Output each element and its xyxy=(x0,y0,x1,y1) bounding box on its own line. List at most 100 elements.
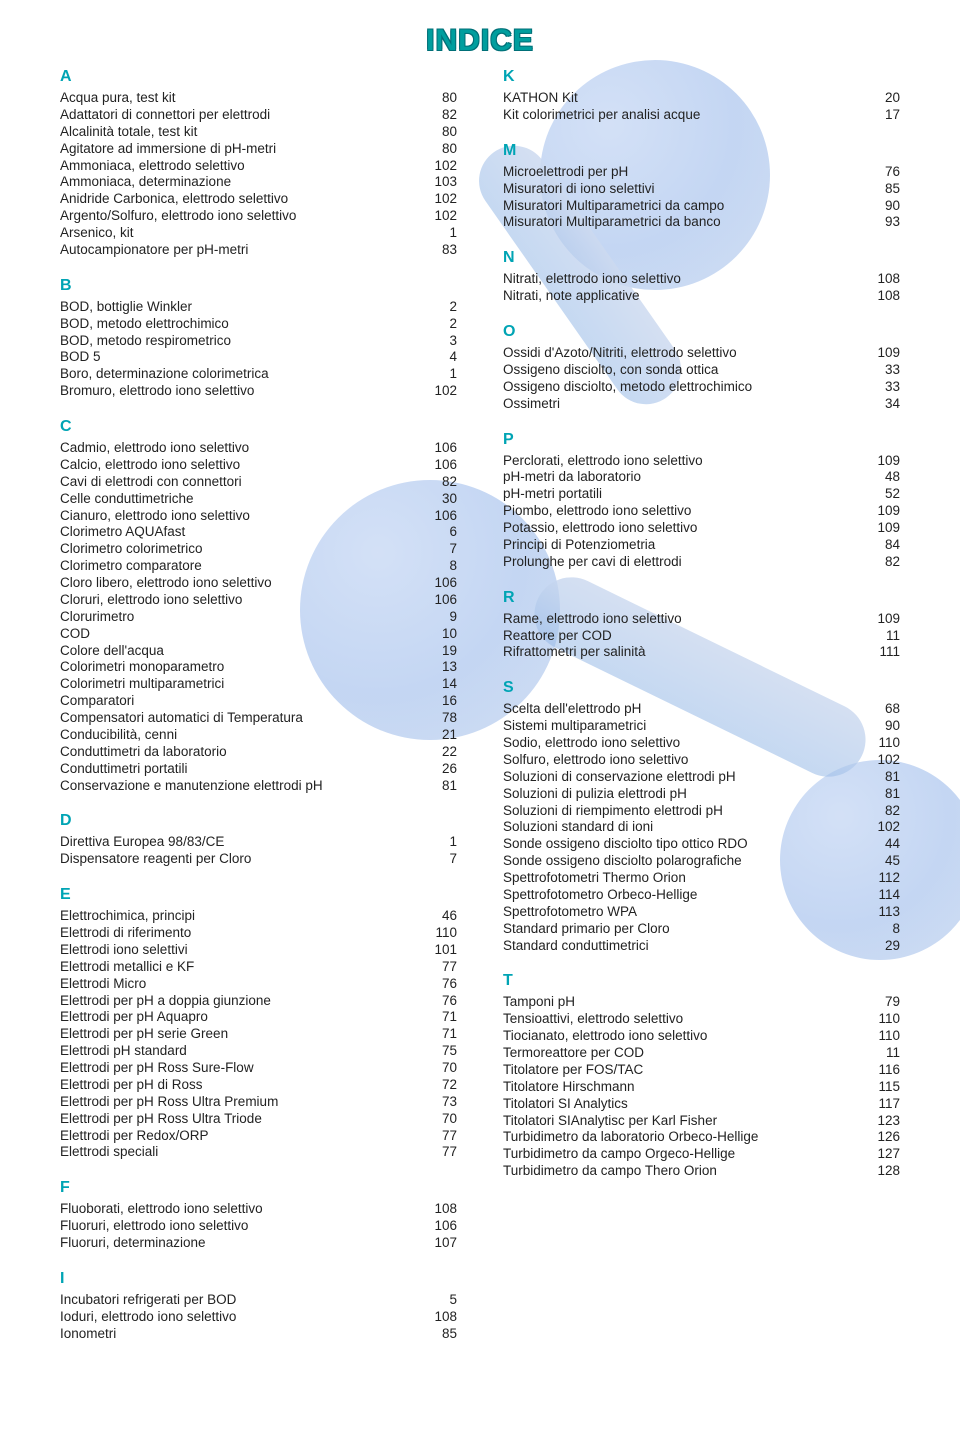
index-entry: Comparatori16 xyxy=(60,693,457,710)
entry-page: 17 xyxy=(866,107,900,124)
index-entry: Titolatori SI Analytics 117 xyxy=(503,1096,900,1113)
index-entry: COD10 xyxy=(60,626,457,643)
section-letter: S xyxy=(503,679,900,697)
entry-page: 75 xyxy=(423,1043,457,1060)
index-entry: Microelettrodi per pH76 xyxy=(503,164,900,181)
entry-label: Titolatori SIAnalytisc per Karl Fisher xyxy=(503,1113,858,1130)
index-entry: Elettrodi Micro76 xyxy=(60,976,457,993)
index-entry: Cavi di elettrodi con connettori82 xyxy=(60,474,457,491)
entry-page: 1 xyxy=(423,225,457,242)
index-section: BBOD, bottiglie Winkler2BOD, metodo elet… xyxy=(60,277,457,400)
entry-page: 33 xyxy=(866,379,900,396)
entry-label: Bromuro, elettrodo iono selettivo xyxy=(60,383,415,400)
entry-page: 82 xyxy=(866,554,900,571)
entry-label: Tamponi pH xyxy=(503,994,858,1011)
entry-page: 106 xyxy=(423,1218,457,1235)
entry-page: 77 xyxy=(423,1128,457,1145)
index-entry: Boro, determinazione colorimetrica1 xyxy=(60,366,457,383)
index-entry: Soluzioni di riempimento elettrodi pH82 xyxy=(503,803,900,820)
index-entry: Adattatori di connettori per elettrodi82 xyxy=(60,107,457,124)
index-entry: Prolunghe per cavi di elettrodi82 xyxy=(503,554,900,571)
index-section: SScelta dell'elettrodo pH68Sistemi multi… xyxy=(503,679,900,954)
entry-label: Elettrodi per pH Ross Sure-Flow xyxy=(60,1060,415,1077)
entry-page: 90 xyxy=(866,198,900,215)
entry-label: Alcalinità totale, test kit xyxy=(60,124,415,141)
index-entry: Clorurimetro 9 xyxy=(60,609,457,626)
index-entry: Misuratori Multiparametrici da banco93 xyxy=(503,214,900,231)
entry-page: 9 xyxy=(423,609,457,626)
index-entry: Fluoruri, elettrodo iono selettivo106 xyxy=(60,1218,457,1235)
entry-page: 80 xyxy=(423,124,457,141)
index-entry: Elettrodi per Redox/ORP77 xyxy=(60,1128,457,1145)
index-entry: Cianuro, elettrodo iono selettivo106 xyxy=(60,508,457,525)
index-entry: Elettrodi per pH Ross Ultra Premium73 xyxy=(60,1094,457,1111)
index-entry: Conduttimetri portatili26 xyxy=(60,761,457,778)
entry-page: 76 xyxy=(423,976,457,993)
entry-label: Elettrodi pH standard xyxy=(60,1043,415,1060)
index-entry: Colore dell'acqua19 xyxy=(60,643,457,660)
entry-label: Celle conduttimetriche xyxy=(60,491,415,508)
entry-label: Rame, elettrodo iono selettivo xyxy=(503,611,858,628)
index-entry: Elettrodi di riferimento110 xyxy=(60,925,457,942)
entry-page: 106 xyxy=(423,508,457,525)
entry-page: 106 xyxy=(423,440,457,457)
index-entry: Spettrofotometri Thermo Orion112 xyxy=(503,870,900,887)
entry-label: Soluzioni di conservazione elettrodi pH xyxy=(503,769,858,786)
entry-page: 110 xyxy=(866,735,900,752)
index-entry: Ammoniaca, elettrodo selettivo102 xyxy=(60,158,457,175)
entry-label: Soluzioni standard di ioni xyxy=(503,819,858,836)
index-entry: Fluoruri, determinazione107 xyxy=(60,1235,457,1252)
entry-page: 8 xyxy=(866,921,900,938)
section-letter: T xyxy=(503,972,900,990)
index-section: CCadmio, elettrodo iono selettivo106Calc… xyxy=(60,418,457,794)
index-entry: Turbidimetro da laboratorio Orbeco-Helli… xyxy=(503,1129,900,1146)
index-entry: Termoreattore per COD11 xyxy=(503,1045,900,1062)
section-letter: C xyxy=(60,418,457,436)
entry-page: 2 xyxy=(423,299,457,316)
entry-page: 2 xyxy=(423,316,457,333)
index-entry: Ossigeno disciolto, con sonda ottica33 xyxy=(503,362,900,379)
entry-page: 102 xyxy=(423,191,457,208)
index-section: FFluoborati, elettrodo iono selettivo108… xyxy=(60,1179,457,1252)
entry-label: Colorimetri multiparametrici xyxy=(60,676,415,693)
entry-label: Titolatori SI Analytics xyxy=(503,1096,858,1113)
entry-label: Ionometri xyxy=(60,1326,415,1343)
index-entry: Ossidi d'Azoto/Nitriti, elettrodo selett… xyxy=(503,345,900,362)
entry-label: Ioduri, elettrodo iono selettivo xyxy=(60,1309,415,1326)
page-title: INDICE xyxy=(60,24,900,58)
index-entry: Colorimetri monoparametro13 xyxy=(60,659,457,676)
entry-label: Arsenico, kit xyxy=(60,225,415,242)
index-entry: BOD 54 xyxy=(60,349,457,366)
entry-label: BOD 5 xyxy=(60,349,415,366)
entry-page: 108 xyxy=(866,271,900,288)
entry-page: 77 xyxy=(423,959,457,976)
index-entry: Turbidimetro da campo Orgeco-Hellige127 xyxy=(503,1146,900,1163)
entry-page: 101 xyxy=(423,942,457,959)
index-entry: Titolatore per FOS/TAC116 xyxy=(503,1062,900,1079)
entry-page: 3 xyxy=(423,333,457,350)
entry-page: 7 xyxy=(423,851,457,868)
index-entry: Tensioattivi, elettrodo selettivo110 xyxy=(503,1011,900,1028)
entry-label: Colorimetri monoparametro xyxy=(60,659,415,676)
entry-page: 72 xyxy=(423,1077,457,1094)
entry-page: 11 xyxy=(866,1045,900,1062)
index-entry: Sistemi multiparametrici90 xyxy=(503,718,900,735)
entry-label: Compensatori automatici di Temperatura xyxy=(60,710,415,727)
entry-label: Direttiva Europea 98/83/CE xyxy=(60,834,415,851)
index-entry: Spettrofotometro Orbeco-Hellige114 xyxy=(503,887,900,904)
index-entry: Soluzioni di pulizia elettrodi pH81 xyxy=(503,786,900,803)
entry-label: Clorurimetro xyxy=(60,609,415,626)
entry-page: 52 xyxy=(866,486,900,503)
entry-label: Elettrodi speciali xyxy=(60,1144,415,1161)
index-column-right: KKATHON Kit20Kit colorimetrici per anali… xyxy=(503,64,900,1343)
section-letter: M xyxy=(503,142,900,160)
entry-page: 117 xyxy=(866,1096,900,1113)
index-entry: KATHON Kit20 xyxy=(503,90,900,107)
index-entry: Incubatori refrigerati per BOD5 xyxy=(60,1292,457,1309)
entry-label: Colore dell'acqua xyxy=(60,643,415,660)
entry-label: Clorimetro comparatore xyxy=(60,558,415,575)
entry-page: 80 xyxy=(423,141,457,158)
entry-label: Potassio, elettrodo iono selettivo xyxy=(503,520,858,537)
entry-page: 5 xyxy=(423,1292,457,1309)
index-entry: Bromuro, elettrodo iono selettivo102 xyxy=(60,383,457,400)
